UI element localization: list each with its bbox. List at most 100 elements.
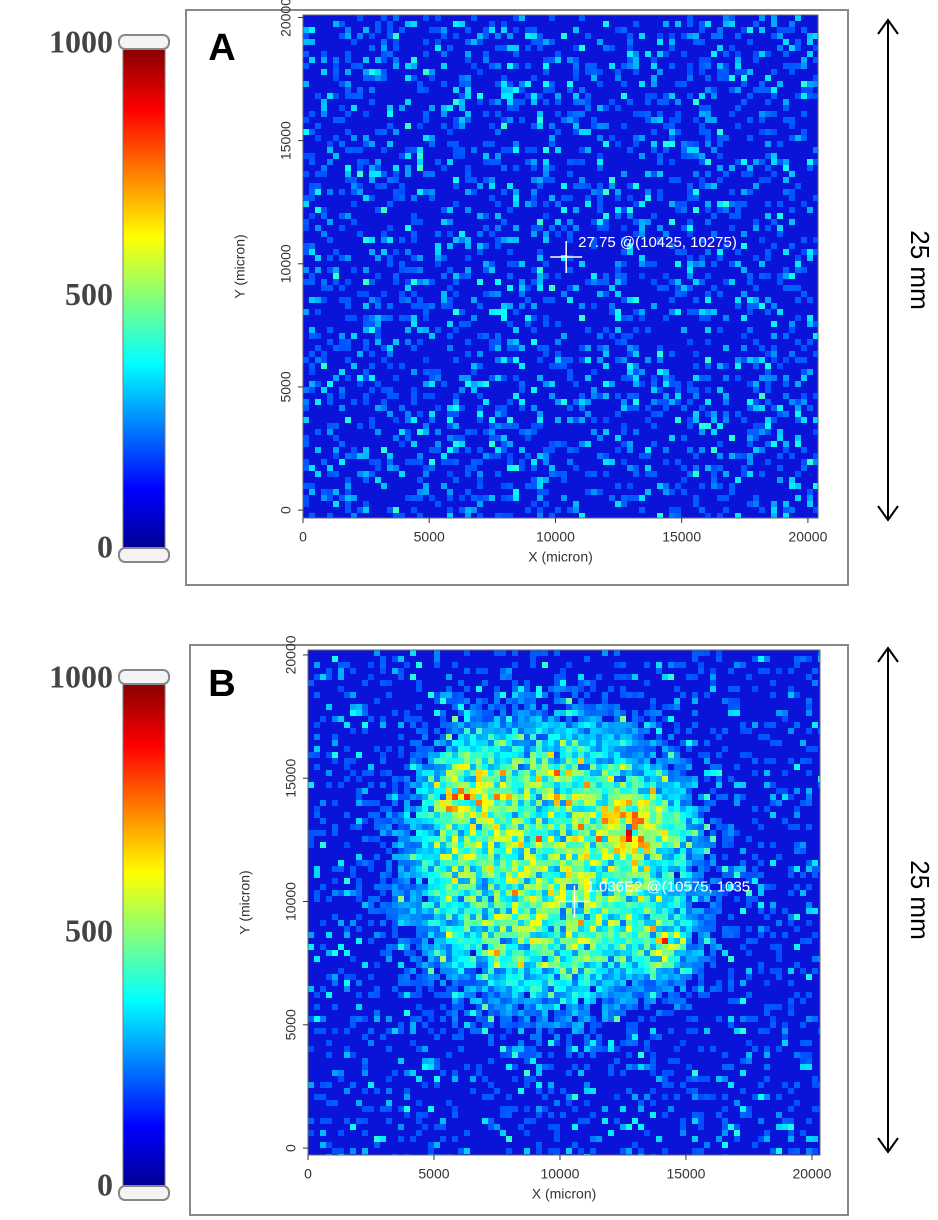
heatmap-cell [507, 261, 513, 267]
heatmap-cell [573, 111, 579, 117]
heatmap-cell [519, 447, 525, 453]
heatmap-cell [783, 63, 789, 69]
heatmap-cell [639, 219, 645, 225]
heatmap-cell [596, 896, 602, 902]
heatmap-cell [369, 351, 375, 357]
heatmap-cell [375, 477, 381, 483]
heatmap-cell [477, 393, 483, 399]
heatmap-cell [381, 405, 387, 411]
heatmap-cell [771, 171, 777, 177]
heatmap-cell [633, 363, 639, 369]
heatmap-cell [459, 405, 465, 411]
heatmap-cell [428, 902, 434, 908]
heatmap-cell [339, 393, 345, 399]
heatmap-cell [585, 375, 591, 381]
heatmap-cell [435, 327, 441, 333]
heatmap-cell [507, 339, 513, 345]
heatmap-cell [531, 267, 537, 273]
heatmap-cell [345, 483, 351, 489]
heatmap-cell [675, 381, 681, 387]
heatmap-cell [644, 662, 650, 668]
heatmap-cell [495, 411, 501, 417]
heatmap-cell [428, 836, 434, 842]
heatmap-cell [746, 950, 752, 956]
heatmap-cell [410, 818, 416, 824]
heatmap-cell [488, 782, 494, 788]
heatmap-cell [627, 39, 633, 45]
heatmap-cell [440, 854, 446, 860]
heatmap-cell [393, 279, 399, 285]
heatmap-cell [482, 812, 488, 818]
heatmap-cell [375, 297, 381, 303]
heatmap-cell [387, 411, 393, 417]
heatmap-cell [693, 189, 699, 195]
heatmap-cell [519, 381, 525, 387]
heatmap-cell [651, 213, 657, 219]
heatmap-cell [482, 980, 488, 986]
heatmap-cell [741, 189, 747, 195]
heatmap-cell [392, 854, 398, 860]
heatmap-cell [818, 956, 824, 962]
heatmap-cell [783, 159, 789, 165]
heatmap-cell [651, 63, 657, 69]
heatmap-cell [356, 794, 362, 800]
heatmap-cell [572, 710, 578, 716]
heatmap-cell [542, 704, 548, 710]
heatmap-cell [542, 824, 548, 830]
heatmap-cell [747, 405, 753, 411]
heatmap-cell [687, 153, 693, 159]
heatmap-cell [567, 447, 573, 453]
heatmap-cell [632, 824, 638, 830]
heatmap-cell [578, 824, 584, 830]
heatmap-cell [662, 866, 668, 872]
heatmap-cell [632, 926, 638, 932]
heatmap-cell [717, 327, 723, 333]
heatmap-cell [332, 914, 338, 920]
heatmap-cell [525, 27, 531, 33]
heatmap-cell [471, 381, 477, 387]
heatmap-cell [650, 698, 656, 704]
heatmap-cell [801, 87, 807, 93]
heatmap-cell [356, 854, 362, 860]
heatmap-cell [675, 291, 681, 297]
heatmap-cell [446, 836, 452, 842]
heatmap-cell [662, 860, 668, 866]
heatmap-cell [536, 794, 542, 800]
heatmap-cell [476, 944, 482, 950]
heatmap-cell [513, 51, 519, 57]
heatmap-cell [753, 405, 759, 411]
heatmap-cell [369, 417, 375, 423]
heatmap-cell [644, 920, 650, 926]
heatmap-cell [801, 27, 807, 33]
heatmap-cell [735, 357, 741, 363]
heatmap-cell [663, 489, 669, 495]
heatmap-cell [501, 81, 507, 87]
heatmap-cell [710, 908, 716, 914]
heatmap-cell [639, 81, 645, 87]
heatmap-cell [477, 183, 483, 189]
heatmap-cell [555, 99, 561, 105]
heatmap-cell [686, 974, 692, 980]
heatmap-cell [741, 231, 747, 237]
heatmap-cell [494, 842, 500, 848]
heatmap-cell [452, 938, 458, 944]
heatmap-cell [356, 926, 362, 932]
heatmap-cell [368, 770, 374, 776]
heatmap-cell [422, 794, 428, 800]
heatmap-cell [650, 740, 656, 746]
heatmap-cell [680, 848, 686, 854]
heatmap-cell [620, 764, 626, 770]
heatmap-cell [441, 273, 447, 279]
heatmap-cell [627, 63, 633, 69]
heatmap-cell [572, 788, 578, 794]
heatmap-cell [363, 375, 369, 381]
heatmap-cell [494, 908, 500, 914]
heatmap-cell [518, 836, 524, 842]
heatmap-cell [482, 794, 488, 800]
heatmap-cell [333, 93, 339, 99]
heatmap-cell [357, 171, 363, 177]
heatmap-cell [620, 932, 626, 938]
heatmap-cell [578, 734, 584, 740]
heatmap-cell [453, 33, 459, 39]
heatmap-cell [530, 854, 536, 860]
